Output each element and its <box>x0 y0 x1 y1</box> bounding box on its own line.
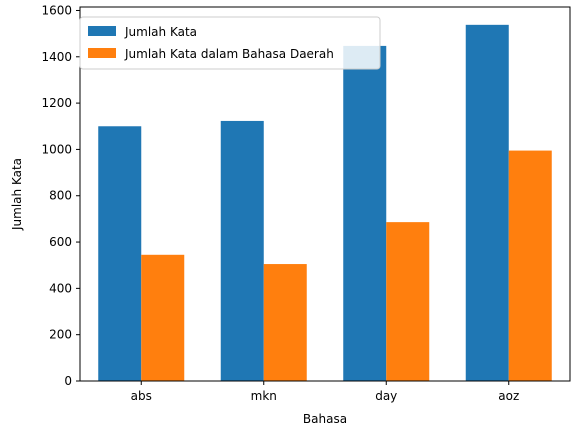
legend-swatch <box>88 48 116 58</box>
y-tick-label: 1200 <box>41 96 72 110</box>
bar-abs-series-1 <box>98 126 142 382</box>
y-tick-label: 800 <box>49 189 72 203</box>
bar-aoz-series-1 <box>465 24 509 382</box>
x-tick-label: mkn <box>251 389 277 403</box>
legend: Jumlah Kata Jumlah Kata dalam Bahasa Daer… <box>79 16 381 70</box>
bar-aoz-series-2 <box>508 150 552 381</box>
y-tick-label: 1600 <box>41 3 72 17</box>
bar-day-series-1 <box>343 45 387 381</box>
x-axis-label: Bahasa <box>303 412 347 426</box>
y-tick-label: 0 <box>64 374 72 388</box>
bar-mkn-series-2 <box>263 264 307 381</box>
x-axis-ticks: abs mkn day aoz <box>131 381 519 403</box>
plot-frame <box>79 6 571 382</box>
bar-day-series-2 <box>386 222 430 381</box>
x-tick-label: aoz <box>498 389 519 403</box>
legend-swatch <box>88 26 116 36</box>
y-tick-label: 200 <box>49 328 72 342</box>
bar-mkn-series-1 <box>220 120 264 382</box>
legend-label: Jumlah Kata <box>124 25 197 39</box>
bars-group <box>98 24 552 382</box>
legend-frame <box>79 16 381 70</box>
bar-abs-series-2 <box>141 254 185 381</box>
y-axis-ticks: 0 200 400 600 800 1000 1200 1400 1600 <box>41 3 80 388</box>
y-tick-label: 600 <box>49 235 72 249</box>
y-axis-label: Jumlah Kata <box>10 158 24 231</box>
x-tick-label: abs <box>131 389 152 403</box>
legend-label: Jumlah Kata dalam Bahasa Daerah <box>124 47 334 61</box>
x-tick-label: day <box>375 389 397 403</box>
y-tick-label: 1400 <box>41 50 72 64</box>
y-tick-label: 400 <box>49 281 72 295</box>
y-tick-label: 1000 <box>41 142 72 156</box>
